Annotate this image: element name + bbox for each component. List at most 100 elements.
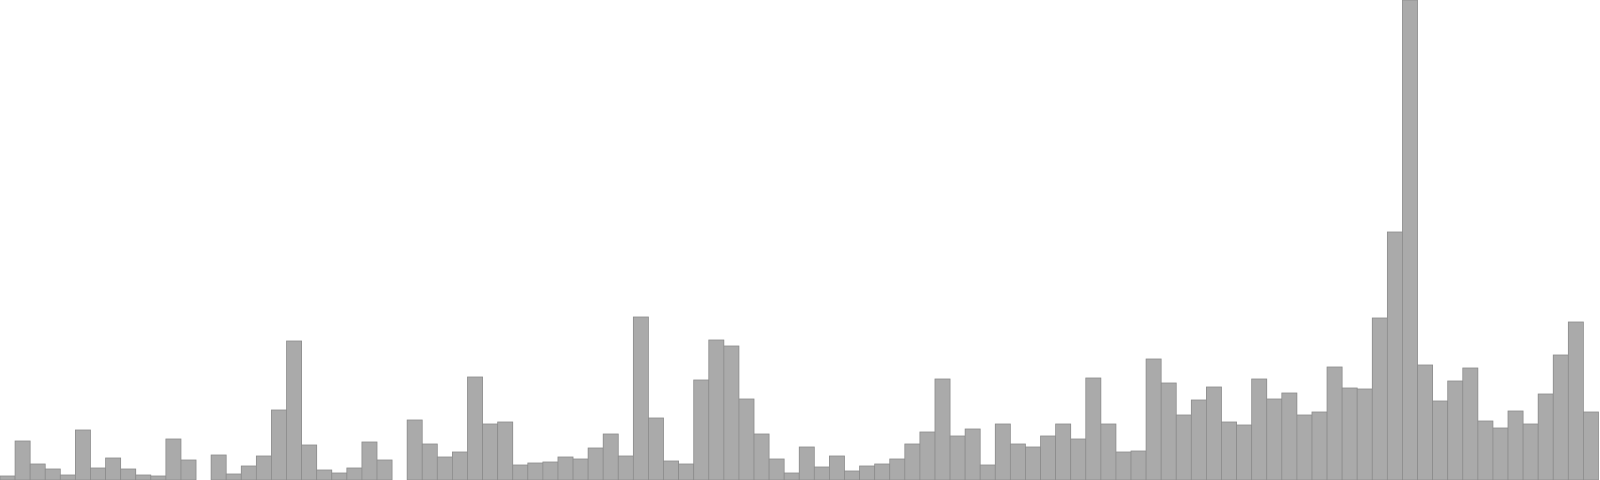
bar	[240, 465, 257, 480]
bar	[1477, 420, 1494, 480]
bar	[1115, 451, 1132, 480]
bar	[286, 340, 302, 480]
bar	[678, 463, 695, 480]
bar	[889, 458, 906, 480]
bar	[1040, 435, 1057, 480]
bar	[467, 376, 483, 480]
bar	[1371, 317, 1388, 480]
bar	[1462, 367, 1479, 480]
bar	[1281, 392, 1298, 480]
bar	[1206, 386, 1222, 480]
bar	[14, 440, 31, 480]
bar	[1583, 411, 1599, 480]
bar	[301, 444, 318, 480]
bar	[1266, 398, 1283, 480]
bar	[949, 435, 966, 480]
bar	[527, 462, 544, 480]
bar	[617, 455, 634, 480]
bar	[798, 446, 815, 480]
bar	[1386, 231, 1403, 480]
bar	[165, 438, 182, 480]
bar	[1492, 427, 1509, 480]
bar	[1552, 354, 1569, 480]
bar	[0, 475, 16, 480]
bar	[708, 339, 725, 480]
bar	[210, 454, 227, 480]
bar	[120, 468, 137, 480]
bar	[844, 470, 860, 480]
bar	[738, 398, 755, 480]
bar	[482, 423, 499, 480]
bar	[1130, 450, 1147, 480]
bar	[421, 443, 438, 480]
bar	[180, 459, 197, 480]
bar	[451, 451, 468, 480]
bar	[587, 447, 604, 480]
bar	[632, 316, 649, 480]
bar	[829, 455, 845, 480]
bar	[1190, 399, 1207, 480]
bar	[406, 419, 423, 480]
bar	[783, 472, 800, 480]
bar	[150, 475, 167, 480]
bar	[1507, 410, 1524, 480]
bar	[934, 378, 951, 480]
bar	[919, 431, 936, 480]
bar	[75, 429, 91, 480]
bar	[1175, 414, 1192, 480]
bar	[90, 467, 106, 480]
bar	[1251, 378, 1268, 480]
bar	[1522, 423, 1539, 480]
bar	[1160, 382, 1177, 480]
bar	[1432, 400, 1449, 480]
bar	[1085, 377, 1102, 480]
bar	[225, 473, 242, 480]
bar	[376, 459, 393, 480]
bar	[693, 379, 710, 480]
bar	[1356, 388, 1373, 480]
bar	[1447, 380, 1464, 480]
bar	[813, 466, 830, 480]
bar	[105, 457, 122, 480]
bar	[602, 433, 619, 480]
bar	[964, 428, 981, 480]
bar	[859, 465, 876, 480]
bar	[316, 469, 333, 480]
bar	[1070, 438, 1087, 480]
bar	[1055, 423, 1072, 480]
bar	[346, 467, 363, 480]
bar	[723, 345, 740, 480]
bar	[1236, 424, 1253, 480]
bar	[1025, 446, 1041, 480]
bar	[904, 443, 921, 480]
bar	[497, 421, 514, 480]
bar	[557, 456, 574, 480]
bar	[1567, 321, 1584, 480]
bar	[994, 423, 1011, 480]
bar	[663, 460, 680, 480]
bar	[1311, 411, 1328, 480]
bar	[1009, 443, 1026, 480]
bar	[135, 474, 152, 480]
bar	[271, 409, 287, 480]
bar	[1417, 364, 1434, 480]
bar	[768, 458, 785, 480]
bar	[1145, 358, 1162, 480]
bar	[1341, 387, 1358, 480]
bar	[648, 417, 664, 480]
bar	[572, 458, 589, 480]
bar	[59, 474, 76, 480]
bar	[1402, 0, 1418, 480]
bar	[1100, 423, 1117, 480]
bar	[44, 468, 61, 480]
bar	[542, 461, 559, 480]
bar	[753, 433, 770, 480]
bar	[255, 455, 272, 480]
bar	[1537, 393, 1554, 480]
bar	[1326, 366, 1343, 480]
bar	[361, 441, 378, 480]
bar	[436, 456, 453, 480]
bar	[874, 463, 891, 480]
